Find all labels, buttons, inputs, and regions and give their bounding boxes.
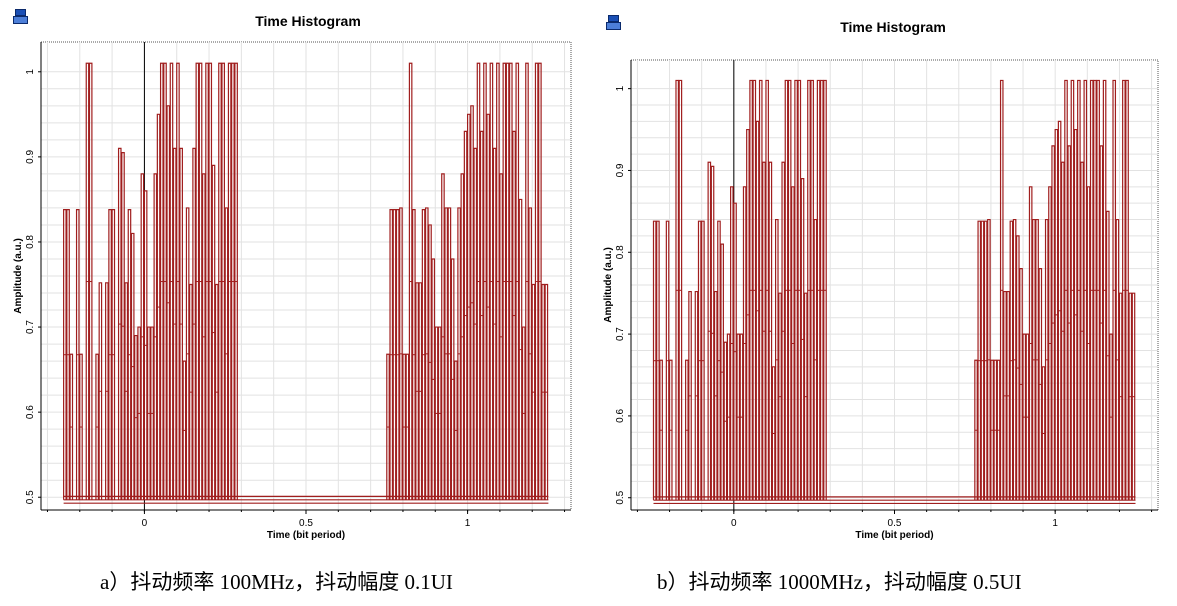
- histogram-pulse: [392, 209, 397, 500]
- app-window-icon[interactable]: [606, 15, 621, 30]
- y-tick-label: 1: [615, 85, 626, 91]
- histogram-pulse: [652, 220, 657, 501]
- histogram-pulse: [88, 62, 93, 500]
- x-tick-label: 1: [465, 518, 471, 529]
- figure-caption-a: a）抖动频率 100MHz，抖动幅度 0.1UI: [100, 570, 453, 594]
- histogram-pulse: [127, 209, 132, 500]
- x-tick-label: 0.5: [299, 518, 313, 529]
- chart-panel-a: Time Histogram 0.5 0.6 0.7 0.8 0.9 1 0 0.5 1 Time …: [13, 9, 572, 594]
- x-tick-label: 0: [142, 518, 148, 529]
- x-axis-label: Time (bit period): [855, 530, 933, 541]
- figure-caption-b: b）抖动频率 1000MHz，抖动幅度 0.5UI: [657, 570, 1022, 594]
- histogram-pulse: [781, 161, 786, 501]
- histogram-pulse: [819, 79, 824, 501]
- histogram-pulse: [1044, 218, 1049, 501]
- y-tick-label: 0.6: [25, 405, 36, 419]
- y-tick-label: 0.9: [615, 163, 626, 177]
- y-axis-label: Amplitude (a.u.): [13, 238, 24, 314]
- histogram-pulse: [479, 130, 484, 500]
- histogram-pulse: [492, 147, 497, 500]
- histogram-pulse: [1083, 79, 1088, 501]
- histogram-pulse: [726, 333, 731, 501]
- chart-title: Time Histogram: [840, 19, 946, 35]
- histogram-pulse: [1122, 79, 1126, 501]
- y-axis-label: Amplitude (a.u.): [603, 247, 614, 323]
- histogram-pulse: [85, 62, 90, 500]
- y-tick-label: 0.8: [615, 245, 626, 259]
- x-tick-label: 0: [731, 518, 737, 529]
- x-tick-label: 0.5: [888, 518, 902, 529]
- histogram-pulse: [525, 62, 529, 500]
- histogram-pulse: [98, 282, 103, 500]
- histogram-pulse: [656, 220, 660, 501]
- histogram-pulse: [470, 105, 474, 500]
- y-tick-label: 0.6: [615, 409, 626, 423]
- y-tick-label: 0.5: [25, 490, 36, 504]
- chart-title: Time Histogram: [255, 13, 361, 29]
- time-histogram-chart-a: Time Histogram 0.5 0.6 0.7 0.8 0.9 1 0 0.5 1 Time …: [13, 13, 572, 541]
- histogram-pulse: [415, 282, 419, 500]
- y-tick-label: 0.5: [615, 490, 626, 504]
- y-tick-label: 1: [25, 69, 36, 75]
- time-histogram-chart-b: Time Histogram 0.5 0.6 0.7 0.8 0.9 1 0 0.5 1 Time …: [603, 19, 1159, 541]
- histogram-pulse: [105, 282, 109, 500]
- y-tick-label: 0.7: [615, 327, 626, 341]
- x-tick-label: 1: [1052, 518, 1058, 529]
- histogram-pulse: [678, 79, 683, 501]
- histogram-pulse: [502, 62, 507, 500]
- histogram-pulse: [150, 326, 154, 500]
- chart-panel-b: Time Histogram 0.5 0.6 0.7 0.8 0.9 1 0 0.5 1 Time …: [590, 0, 1177, 606]
- histogram-pulse: [214, 283, 219, 500]
- histogram-pulse: [659, 359, 663, 501]
- histogram-pulse: [447, 207, 452, 500]
- histogram-pulse: [424, 207, 429, 500]
- y-tick-label: 0.9: [25, 149, 36, 163]
- x-axis-label: Time (bit period): [267, 530, 345, 541]
- histogram-pulse: [675, 79, 679, 501]
- histogram-pulse: [205, 62, 209, 500]
- histogram-pulse: [159, 62, 164, 500]
- y-tick-label: 0.8: [25, 235, 36, 249]
- histogram-pulse: [990, 359, 994, 501]
- histogram-pulse: [182, 360, 187, 500]
- histogram-pulse: [227, 62, 232, 500]
- app-window-icon[interactable]: [13, 9, 28, 24]
- y-tick-label: 0.7: [25, 320, 36, 334]
